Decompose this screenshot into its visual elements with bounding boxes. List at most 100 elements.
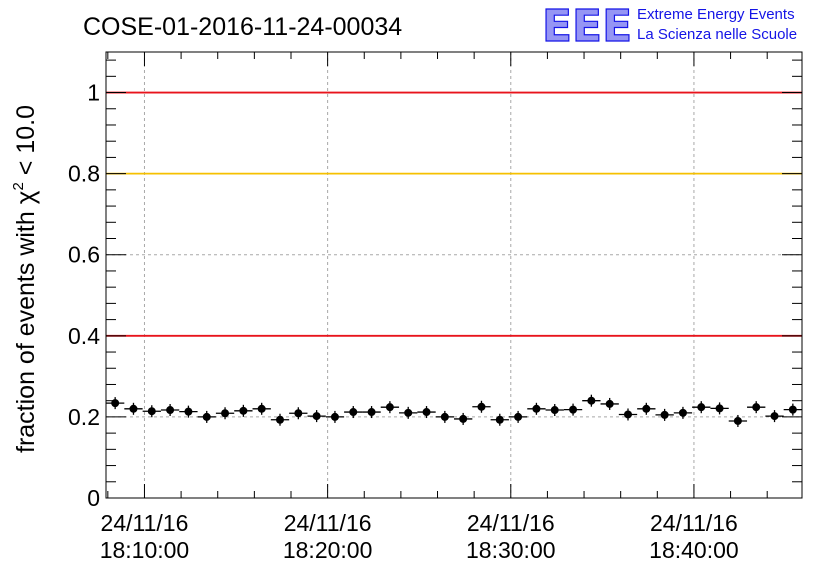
data-point-marker bbox=[587, 396, 596, 405]
data-point bbox=[399, 406, 418, 419]
data-point bbox=[270, 413, 290, 426]
data-point-marker bbox=[276, 415, 284, 424]
data-point-marker bbox=[147, 407, 156, 416]
data-point bbox=[380, 401, 400, 414]
data-point-marker bbox=[221, 409, 230, 418]
data-point bbox=[252, 402, 271, 415]
data-point-marker bbox=[440, 412, 449, 421]
y-axis-label-chi: χ bbox=[10, 190, 40, 204]
data-point bbox=[435, 410, 454, 423]
data-point bbox=[362, 406, 381, 419]
data-point-marker bbox=[495, 415, 504, 424]
data-point-marker bbox=[312, 412, 321, 421]
data-point-marker bbox=[294, 409, 303, 418]
data-point bbox=[472, 400, 491, 413]
data-point-marker bbox=[660, 410, 669, 419]
data-point bbox=[673, 406, 693, 419]
data-point bbox=[490, 413, 509, 426]
data-point-marker bbox=[385, 403, 394, 412]
y-tick-label: 1 bbox=[87, 80, 100, 106]
data-point-marker bbox=[349, 408, 358, 417]
data-point-marker bbox=[733, 416, 742, 425]
eee-logo-mark: EEE bbox=[542, 1, 632, 52]
data-point bbox=[600, 397, 619, 410]
data-point bbox=[325, 410, 345, 423]
data-point bbox=[197, 410, 216, 423]
data-point-marker bbox=[367, 408, 376, 417]
y-axis-label-tail: < 10.0 bbox=[12, 105, 40, 175]
data-point-marker bbox=[257, 404, 266, 413]
data-point-marker bbox=[532, 404, 541, 413]
y-axis-label-text: fraction of events with bbox=[12, 211, 40, 453]
data-point-marker bbox=[514, 412, 523, 421]
data-point-marker bbox=[715, 404, 724, 413]
data-point-marker bbox=[605, 399, 614, 408]
x-tick-label-time: 18:30:00 bbox=[466, 537, 556, 563]
data-point bbox=[563, 403, 583, 416]
data-point-marker bbox=[166, 406, 175, 415]
eee-logo: EEE Extreme Energy Events La Scienza nel… bbox=[541, 0, 797, 52]
data-point bbox=[179, 405, 198, 418]
data-point bbox=[344, 406, 363, 419]
data-point bbox=[106, 397, 125, 410]
data-point-marker bbox=[678, 408, 687, 417]
data-point-marker bbox=[642, 404, 651, 413]
y-tick-label: 0.2 bbox=[68, 404, 100, 430]
data-point bbox=[289, 407, 308, 420]
y-tick-label: 0.8 bbox=[68, 161, 100, 187]
data-point-marker bbox=[422, 408, 431, 417]
x-tick-label-time: 18:40:00 bbox=[649, 537, 739, 563]
grid bbox=[106, 52, 802, 498]
data-point bbox=[160, 404, 180, 417]
data-point-marker bbox=[202, 412, 211, 421]
data-point-marker bbox=[770, 412, 779, 421]
data-point-marker bbox=[477, 402, 486, 411]
x-tick-label-time: 18:10:00 bbox=[100, 537, 190, 563]
data-point bbox=[508, 410, 528, 423]
data-point-marker bbox=[184, 407, 193, 416]
data-point bbox=[142, 405, 161, 418]
data-point-marker bbox=[569, 405, 578, 414]
data-point bbox=[124, 402, 143, 415]
eee-logo-line2: La Scienza nelle Scuole bbox=[637, 26, 797, 43]
x-tick-label-date: 24/11/16 bbox=[650, 510, 738, 536]
y-tick-label: 0.6 bbox=[68, 242, 100, 268]
y-axis: 0 0.2 0.4 0.6 0.8 1 bbox=[68, 59, 802, 511]
chart-title: COSE-01-2016-11-24-00034 bbox=[83, 13, 402, 41]
data-point bbox=[582, 394, 601, 407]
data-point bbox=[307, 410, 326, 423]
x-tick-label-date: 24/11/16 bbox=[284, 510, 372, 536]
data-point-marker bbox=[330, 412, 339, 421]
data-point bbox=[655, 408, 674, 421]
data-point-marker bbox=[129, 404, 138, 413]
data-point bbox=[783, 403, 802, 416]
y-tick-label: 0 bbox=[87, 485, 100, 511]
y-axis-label: fraction of events with χ2 < 10.0 bbox=[10, 105, 40, 453]
eee-logo-line1: Extreme Energy Events bbox=[637, 6, 795, 23]
data-point bbox=[454, 412, 473, 425]
data-point-marker bbox=[697, 403, 706, 412]
data-point bbox=[527, 402, 546, 415]
data-point-marker bbox=[459, 414, 468, 423]
reference-lines bbox=[106, 91, 802, 337]
plot-frame bbox=[105, 51, 803, 499]
data-point bbox=[234, 404, 253, 417]
y-axis-label-superscript: 2 bbox=[10, 182, 27, 190]
data-points bbox=[106, 394, 802, 427]
x-tick-label-date: 24/11/16 bbox=[467, 510, 555, 536]
data-point-marker bbox=[404, 408, 413, 417]
y-tick-label: 0.4 bbox=[68, 323, 100, 349]
x-tick-label-time: 18:20:00 bbox=[283, 537, 373, 563]
data-point bbox=[618, 408, 638, 421]
data-point bbox=[728, 414, 748, 427]
data-point bbox=[417, 406, 436, 419]
data-point bbox=[710, 402, 729, 415]
data-point bbox=[215, 407, 235, 420]
x-axis: 24/11/1618:10:0024/11/1618:20:0024/11/16… bbox=[100, 52, 768, 563]
data-point bbox=[765, 410, 784, 423]
data-point-marker bbox=[624, 410, 632, 419]
data-point-marker bbox=[788, 405, 797, 414]
data-point-marker bbox=[239, 406, 248, 415]
